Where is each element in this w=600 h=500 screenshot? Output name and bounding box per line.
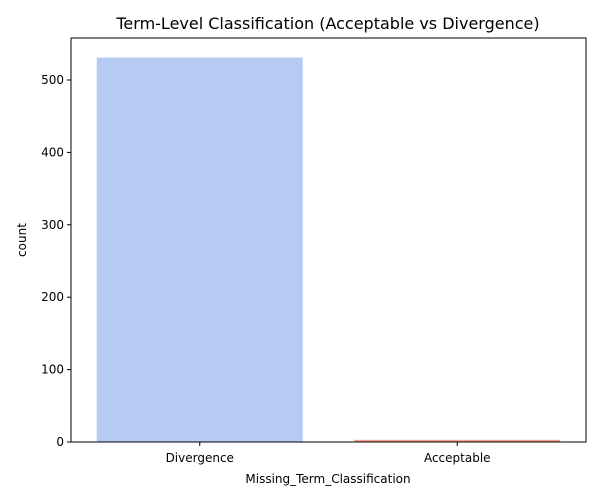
x-tick-label: Acceptable — [424, 451, 491, 465]
x-axis: Divergence Acceptable — [166, 442, 491, 465]
y-axis: 0 100 200 300 400 500 — [41, 73, 71, 449]
bar-acceptable — [354, 439, 561, 442]
y-tick-label: 300 — [41, 218, 64, 232]
y-tick-label: 0 — [56, 435, 64, 449]
x-tick-label: Divergence — [166, 451, 234, 465]
x-axis-label: Missing_Term_Classification — [245, 472, 410, 486]
chart-title: Term-Level Classification (Acceptable vs… — [115, 14, 539, 33]
plot-frame — [70, 37, 587, 443]
bar-divergence — [96, 57, 303, 443]
y-tick-label: 500 — [41, 73, 64, 87]
y-axis-label: count — [15, 223, 29, 257]
y-tick-label: 400 — [41, 145, 64, 159]
y-tick-label: 100 — [41, 363, 64, 377]
bars-group — [96, 57, 561, 443]
y-tick-label: 200 — [41, 290, 64, 304]
